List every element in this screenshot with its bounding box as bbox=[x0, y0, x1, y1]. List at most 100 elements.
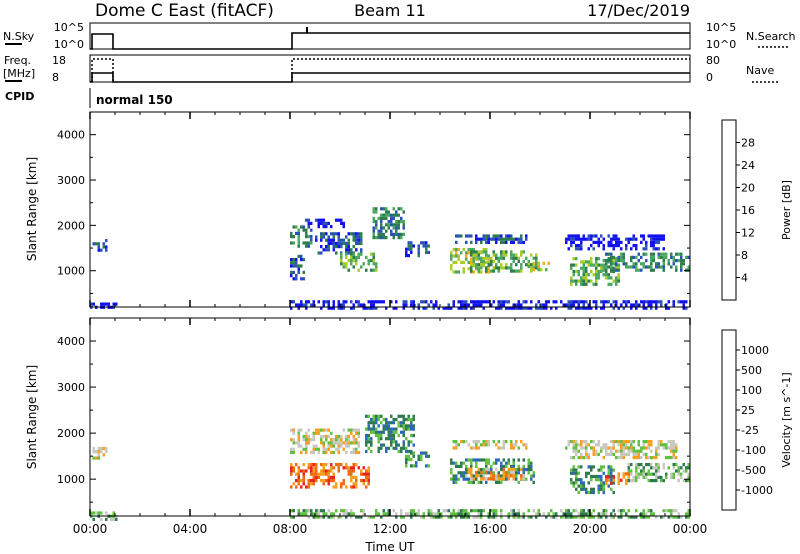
power-cell bbox=[380, 213, 383, 217]
velocity-cell bbox=[622, 452, 625, 456]
velocity-cell bbox=[655, 475, 658, 479]
velocity-cell bbox=[605, 515, 608, 519]
nsky-label: N.Sky bbox=[3, 30, 35, 43]
velocity-cell bbox=[427, 512, 430, 516]
velocity-cell bbox=[587, 443, 590, 447]
power-cell bbox=[335, 251, 338, 255]
velocity-cell bbox=[92, 456, 95, 460]
velocity-cell bbox=[292, 438, 295, 442]
velocity-cell bbox=[297, 466, 300, 470]
power-cell bbox=[587, 279, 590, 283]
power-cell bbox=[447, 306, 450, 310]
velocity-cell bbox=[365, 433, 368, 438]
velocity-cell bbox=[632, 452, 635, 456]
power-cell bbox=[390, 232, 393, 236]
velocity-cell bbox=[630, 469, 633, 473]
velocity-cell bbox=[400, 414, 403, 418]
velocity-cell bbox=[532, 471, 535, 475]
power-cell bbox=[605, 273, 608, 277]
velocity-cell bbox=[617, 440, 620, 444]
power-cell bbox=[357, 268, 360, 272]
velocity-patch-8 bbox=[452, 440, 528, 450]
velocity-cell bbox=[625, 481, 628, 486]
velocity-cell bbox=[382, 427, 385, 431]
velocity-cell bbox=[680, 475, 683, 479]
power-cell bbox=[625, 247, 628, 251]
velocity-cell bbox=[572, 509, 575, 513]
power-cell bbox=[512, 256, 515, 260]
power-cell bbox=[600, 269, 603, 274]
velocity-cell bbox=[362, 472, 365, 476]
power-cell bbox=[375, 223, 378, 227]
power-cell bbox=[607, 252, 610, 256]
power-cell bbox=[687, 255, 690, 259]
velocity-cell bbox=[322, 463, 325, 467]
velocity-cell bbox=[347, 441, 350, 445]
power-cell bbox=[542, 303, 545, 307]
power-cell bbox=[452, 270, 455, 274]
velocity-cell bbox=[642, 512, 645, 516]
velocity-cell bbox=[517, 464, 520, 468]
power-cell bbox=[587, 306, 590, 310]
power-cell bbox=[597, 244, 600, 248]
power-cell bbox=[367, 262, 370, 266]
power-cell bbox=[345, 245, 348, 249]
power-cell bbox=[497, 266, 500, 270]
velocity-cell bbox=[637, 463, 640, 467]
velocity-cell bbox=[332, 515, 335, 519]
velocity-cell bbox=[105, 450, 108, 454]
velocity-cell bbox=[330, 450, 333, 455]
velocity-cell bbox=[385, 424, 388, 428]
power-cell bbox=[372, 229, 375, 233]
velocity-cell bbox=[295, 472, 298, 476]
velocity-cell bbox=[625, 512, 628, 516]
power-cell bbox=[485, 237, 488, 241]
velocity-cell bbox=[475, 509, 478, 513]
velocity-cell bbox=[302, 463, 305, 467]
velocity-cell bbox=[587, 509, 590, 513]
velocity-cell bbox=[460, 464, 463, 468]
velocity-cell bbox=[627, 449, 630, 453]
velocity-cell bbox=[495, 515, 498, 519]
power-cell bbox=[672, 262, 675, 266]
velocity-cell bbox=[492, 509, 495, 513]
power-cell bbox=[687, 268, 690, 272]
velocity-cell bbox=[332, 438, 335, 442]
velocity-cell bbox=[357, 515, 360, 519]
velocity-cell bbox=[600, 465, 603, 469]
velocity-cell bbox=[345, 450, 348, 455]
velocity-cell bbox=[292, 431, 295, 435]
velocity-cell bbox=[522, 477, 525, 481]
velocity-cell bbox=[582, 481, 585, 485]
velocity-cell bbox=[645, 446, 648, 450]
velocity-cell bbox=[447, 515, 450, 519]
velocity-cell bbox=[387, 437, 390, 441]
power-cell bbox=[630, 237, 633, 241]
velocity-cell bbox=[525, 468, 528, 472]
power-cell bbox=[595, 263, 598, 267]
velocity-cell bbox=[337, 438, 340, 442]
velocity-cell bbox=[312, 469, 315, 473]
velocity-cell bbox=[337, 469, 340, 473]
velocity-cell bbox=[327, 479, 330, 483]
power-cell bbox=[372, 207, 375, 211]
velocity-cell bbox=[370, 427, 373, 431]
velocity-cell bbox=[645, 463, 648, 467]
power-cell bbox=[300, 225, 303, 229]
velocity-cell bbox=[480, 470, 483, 475]
velocity-cell bbox=[572, 443, 575, 447]
velocity-ytick-label: 1000 bbox=[57, 473, 85, 486]
power-cell bbox=[425, 300, 428, 304]
power-cell bbox=[302, 258, 305, 262]
power-cell bbox=[645, 259, 648, 263]
velocity-cell bbox=[642, 509, 645, 513]
velocity-cell bbox=[622, 440, 625, 444]
velocity-cell bbox=[352, 441, 355, 445]
power-cell bbox=[677, 300, 680, 304]
power-cell bbox=[507, 237, 510, 241]
velocity-cell bbox=[657, 446, 660, 450]
velocity-cell bbox=[365, 427, 368, 431]
velocity-cell bbox=[395, 430, 398, 434]
power-cell bbox=[497, 306, 500, 310]
velocity-cell bbox=[567, 509, 570, 513]
